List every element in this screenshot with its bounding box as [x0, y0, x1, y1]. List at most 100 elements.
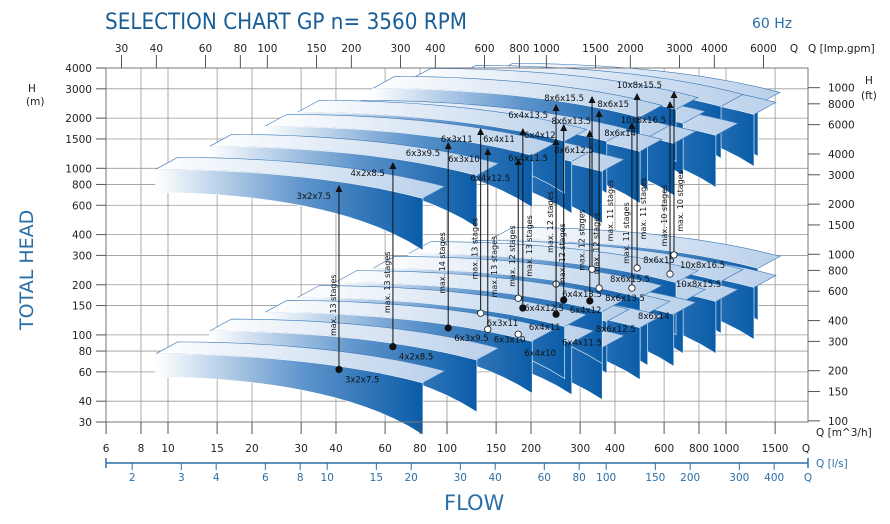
single-stage-pump-label: 4x2x8.5 — [399, 353, 433, 363]
x-ls-tick-label: 4 — [213, 472, 220, 484]
y-right-tick-label: 300 — [828, 336, 848, 348]
bep-marker — [560, 296, 568, 304]
stage-arrow-head — [335, 184, 343, 192]
y-right-tick-label: 200 — [828, 366, 848, 378]
y-left-tick-label: 300 — [72, 250, 92, 262]
multistage-pump-label: 8x6x14 — [604, 129, 636, 139]
bep-marker — [514, 294, 522, 302]
stage-arrow-head — [519, 127, 527, 135]
single-stage-pump-label: 6x3x11 — [487, 319, 519, 329]
x-top-tick-label: 200 — [341, 43, 361, 55]
x-bottom-tick-label: 20 — [245, 443, 258, 455]
x-top-tick-label: 400 — [425, 43, 445, 55]
x-ls-tick-label: 10 — [321, 472, 334, 484]
x-ls-tick-label: 150 — [645, 472, 665, 484]
single-stage-pump-label: 6x3x10 — [494, 335, 526, 345]
bep-marker — [484, 325, 492, 333]
multistage-pump-label: 6x4x11 — [483, 135, 515, 145]
max-stages-label: max. 13 stages — [383, 252, 392, 314]
y-left-tick-label: 40 — [79, 396, 92, 408]
max-stages-label: max. 10 stages — [660, 185, 669, 247]
y-left-tick-label: 4000 — [65, 63, 92, 75]
x-ls-tick-label: 3 — [178, 472, 185, 484]
max-stages-label: max. 13 stages — [490, 236, 499, 298]
x-bottom-tick-label: 200 — [521, 443, 541, 455]
x-ls-tick-label: 200 — [680, 472, 700, 484]
multistage-pump-label: 10x8x16.5 — [621, 116, 666, 126]
bep-marker — [588, 265, 596, 273]
max-stages-label: max. 13 stages — [525, 215, 534, 277]
y-left-tick-label: 30 — [79, 417, 92, 429]
max-stages-label: max. 11 stages — [622, 202, 631, 264]
multistage-pump-label: 6x3x10 — [448, 155, 480, 165]
stage-arrow-head — [666, 101, 674, 109]
max-stages-label: max. 13 stages — [329, 274, 338, 336]
x-top-tick-label: 4000 — [701, 43, 728, 55]
x-ls-tick-label: 6 — [262, 472, 269, 484]
x-top-tick-label: 800 — [509, 43, 529, 55]
x-ls-tick-label: 40 — [488, 472, 501, 484]
y-left-tick-label: 60 — [79, 367, 92, 379]
x-bottom-tick-label: 600 — [654, 443, 674, 455]
multistage-pump-label: 8x6x13.5 — [551, 117, 591, 127]
y-axis-label: TOTAL HEAD — [16, 210, 38, 331]
y-right-tick-label: 3000 — [828, 170, 855, 182]
stage-arrow-head — [595, 109, 603, 117]
y-left-tick-label: 2000 — [65, 113, 92, 125]
x-top-tick-label: 40 — [150, 43, 163, 55]
y-left-tick-label: 1500 — [65, 134, 92, 146]
x-top-unit: Q [Imp.gpm] — [808, 43, 875, 55]
pump-bands — [155, 63, 781, 436]
bep-marker — [389, 343, 397, 351]
x-bottom-unit: Q [m^3/h] — [816, 427, 872, 439]
x-ls-tick-label: 20 — [405, 472, 418, 484]
x-bottom-tick-label: 8 — [138, 443, 145, 455]
multistage-pump-label: 8x6x15.5 — [544, 94, 584, 104]
multistage-pump-label: 6x4x12 — [524, 131, 556, 141]
x-bottom-tick-label: 800 — [689, 443, 709, 455]
max-stages-label: max. 12 stages — [592, 213, 601, 275]
single-stage-pump-label: 6x4x11.5 — [562, 338, 602, 348]
max-stages-label: max. 11 stages — [639, 178, 648, 240]
x-bottom-tick-label: 15 — [210, 443, 223, 455]
y-unit-h-right: H — [865, 75, 873, 87]
x-ls-tick-label: 30 — [454, 472, 467, 484]
frequency-label: 60 Hz — [752, 16, 792, 32]
y-right-tick-label: 2000 — [828, 199, 855, 211]
y-unit-m-left: (m) — [26, 96, 44, 108]
multistage-pump-label: 4x2x8.5 — [351, 169, 385, 179]
single-stage-band — [155, 353, 424, 436]
single-stage-pump-label: 3x2x7.5 — [345, 375, 379, 385]
x-bottom-tick-label: 30 — [294, 443, 307, 455]
y-left-tick-label: 200 — [72, 280, 92, 292]
stage-arrow-head — [389, 162, 397, 170]
single-stage-pump-label: 6x4x10 — [524, 349, 556, 359]
max-stages-label: max. 11 stages — [606, 180, 615, 242]
multistage-pump-label: 6x4x11.5 — [508, 154, 548, 164]
stage-arrow-head — [628, 121, 636, 129]
stage-arrow-head — [477, 127, 485, 135]
x-ls-tick-label: 400 — [764, 472, 784, 484]
y-left-tick-label: 400 — [72, 230, 92, 242]
y-right-tick-label: 1500 — [828, 220, 855, 232]
x-bottom-tick-label: 300 — [570, 443, 590, 455]
bep-marker — [666, 270, 674, 278]
x-bottom-tick-label: 40 — [329, 443, 342, 455]
x-bottom-end-label: Q — [802, 443, 810, 455]
x-top-tick-label: 600 — [474, 43, 494, 55]
stage-arrow-head — [560, 123, 568, 131]
x-top-tick-label: 2000 — [617, 43, 644, 55]
single-stage-pump-label: 6x4x13.5 — [562, 290, 602, 300]
bep-marker — [477, 309, 485, 317]
x-top-tick-label: 30 — [115, 43, 128, 55]
bep-marker — [552, 310, 560, 318]
x-bottom-tick-label: 150 — [486, 443, 506, 455]
x-ls-end-label: Q — [804, 472, 812, 484]
multistage-pump-label: 6x4x13.5 — [508, 111, 548, 121]
x-ls-unit: Q [l/s] — [816, 458, 848, 470]
plot-frame — [105, 67, 809, 423]
single-stage-pump-label: 8x6x14 — [638, 312, 670, 322]
y-left-tick-label: 1000 — [65, 163, 92, 175]
max-stages-label: max. 12 stages — [508, 225, 517, 287]
